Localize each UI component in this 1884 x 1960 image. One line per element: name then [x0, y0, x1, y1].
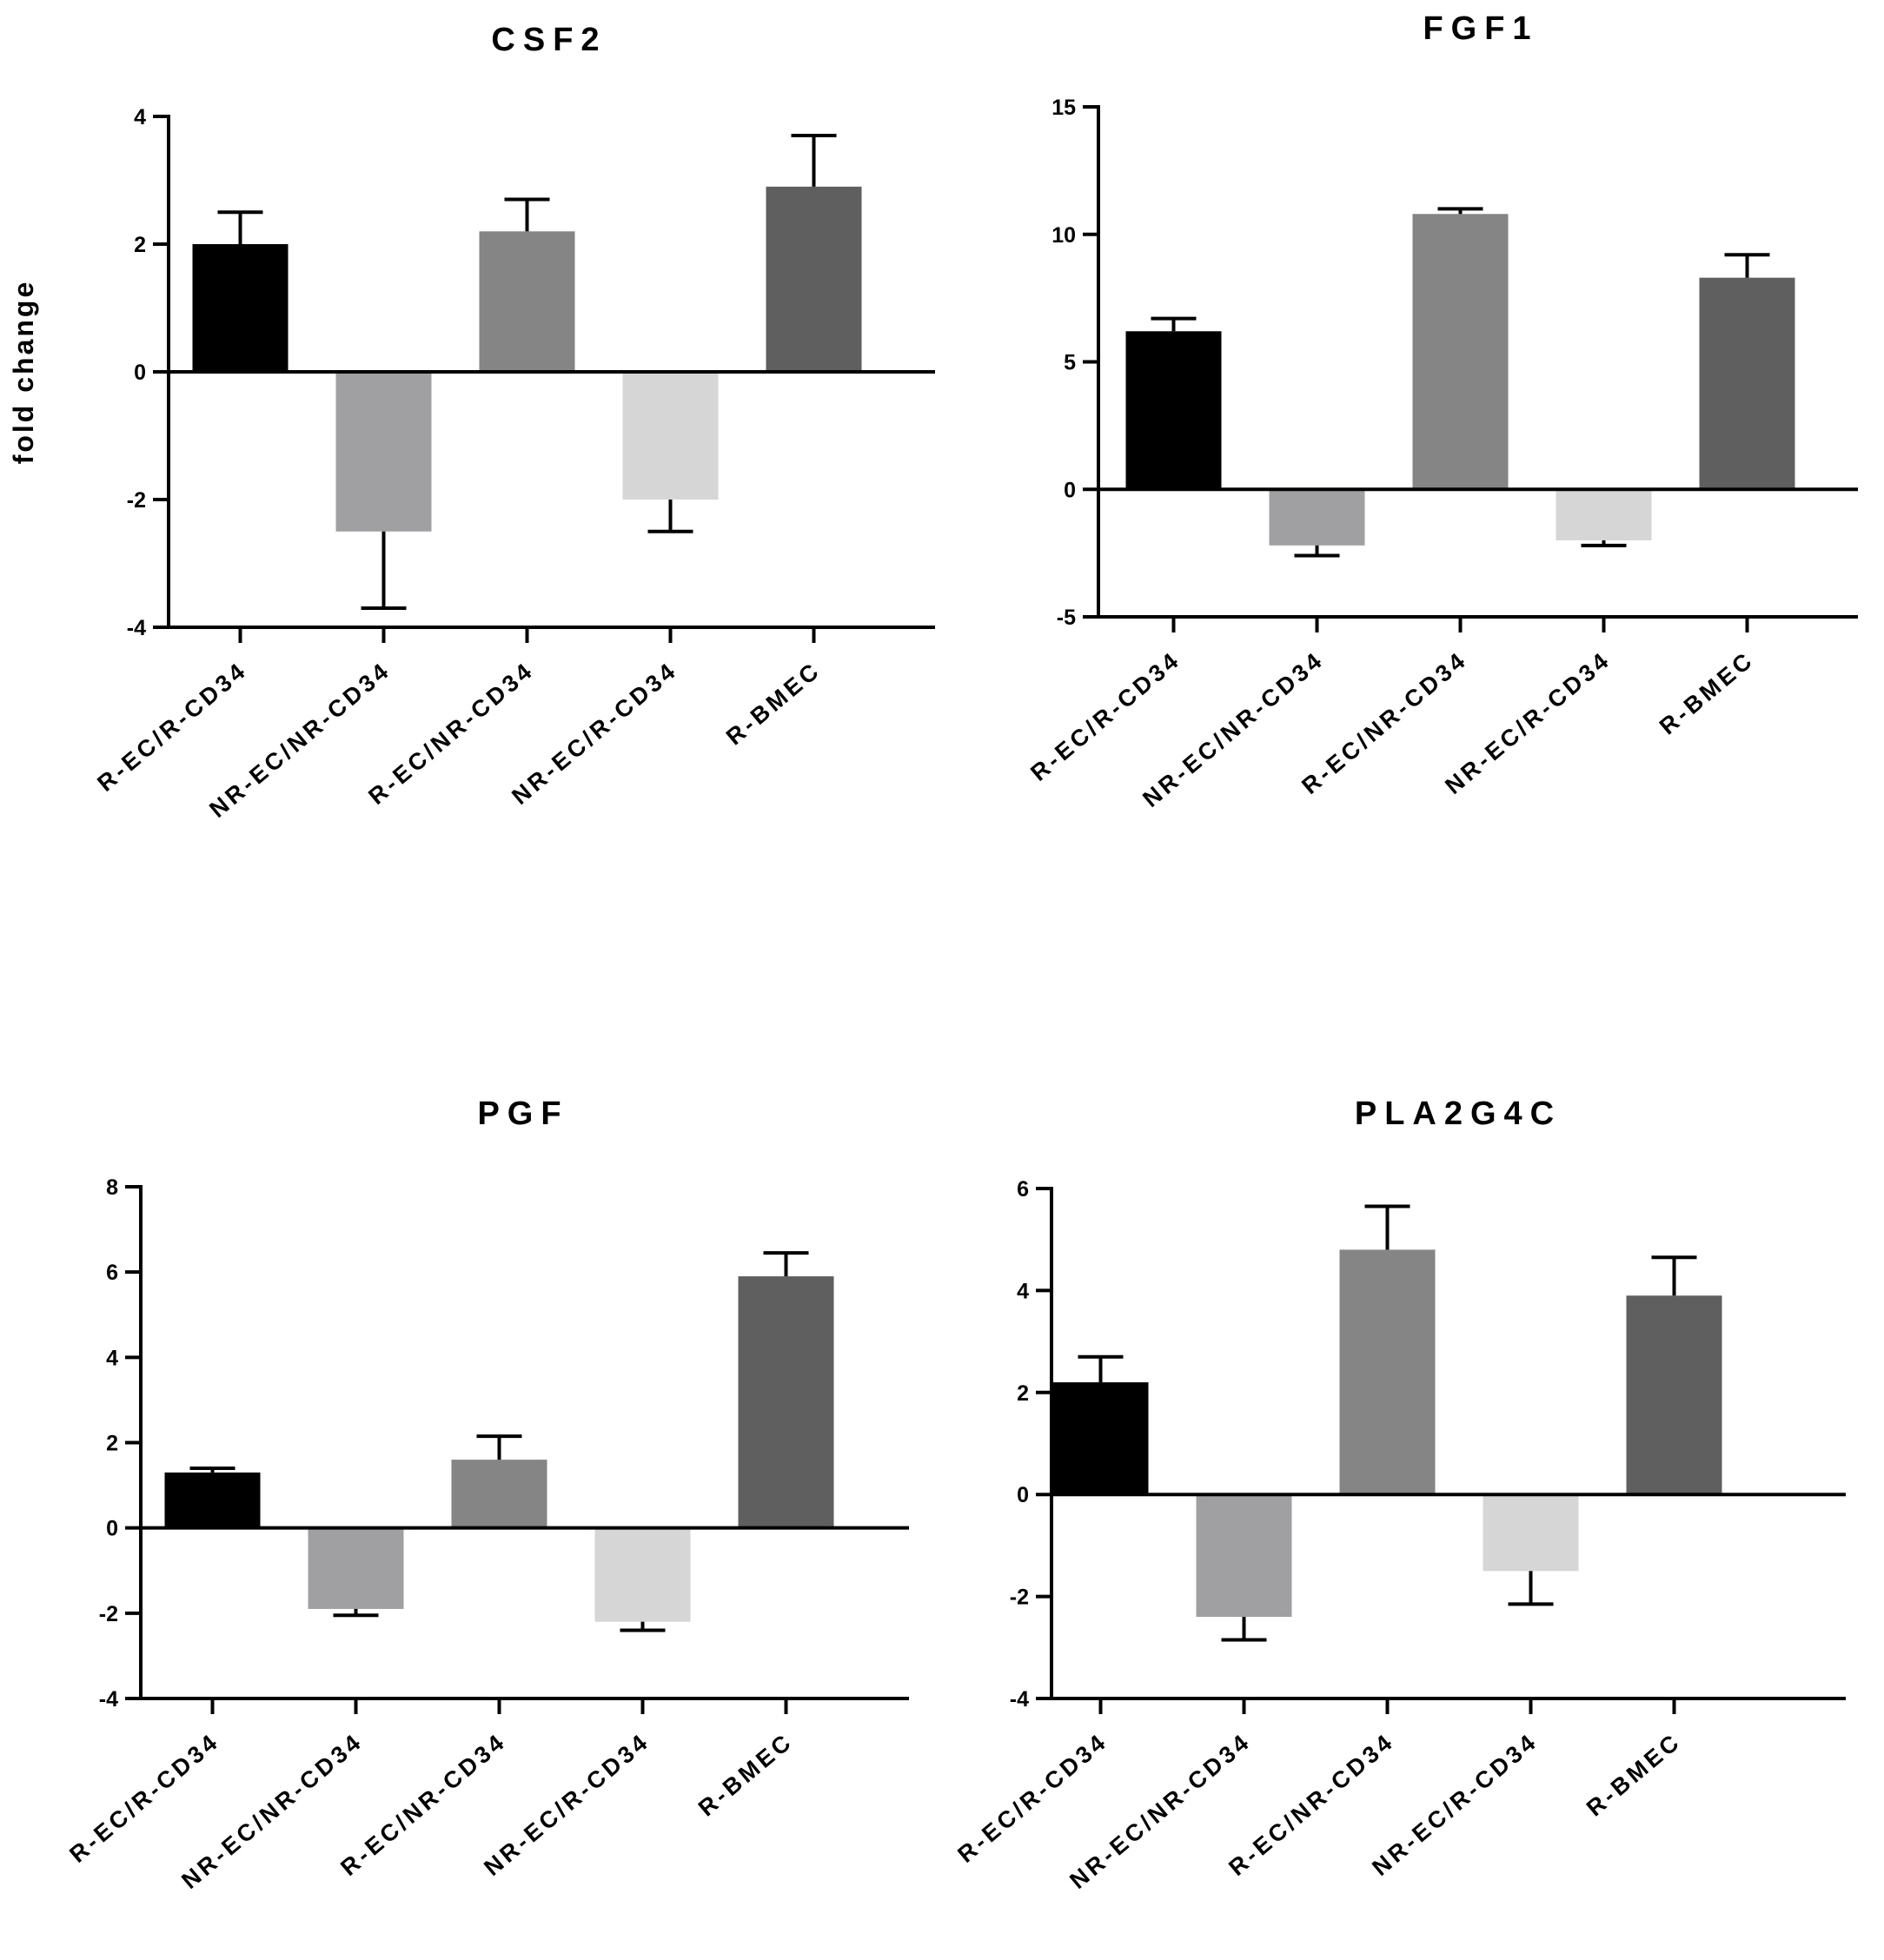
y-tick-label: 0 [1064, 478, 1076, 502]
category-label: R-BMEC [1582, 1728, 1686, 1822]
bar-5 [1626, 1295, 1722, 1495]
bar-1 [192, 244, 289, 372]
y-axis-label: fold change [8, 280, 39, 465]
y-tick-label: 6 [1017, 1177, 1029, 1202]
category-label: R-EC/R-CD34 [64, 1728, 224, 1868]
y-tick-label: -2 [1010, 1586, 1029, 1610]
y-tick-label: 2 [134, 233, 146, 257]
bar-2 [335, 372, 432, 532]
y-tick-label: -2 [127, 488, 146, 513]
category-label: R-EC/R-CD34 [1025, 646, 1185, 786]
bar-4 [1556, 489, 1652, 540]
bar-3 [479, 231, 575, 372]
y-tick-label: -2 [99, 1602, 118, 1626]
y-tick-label: 8 [106, 1175, 118, 1200]
category-label: R-BMEC [693, 1728, 798, 1822]
y-tick-label: -5 [1057, 606, 1076, 630]
chart-title: PGF [477, 1096, 568, 1132]
y-tick-label: 0 [106, 1517, 118, 1541]
bar-3 [451, 1460, 547, 1528]
y-tick-label: 2 [106, 1432, 118, 1456]
y-tick-label: -4 [127, 616, 146, 640]
bar-4 [1483, 1494, 1579, 1572]
y-tick-label: 0 [1017, 1483, 1029, 1507]
bar-1 [164, 1472, 261, 1528]
chart-panel-pla2g4c: PLA2G4C-4-20246R-EC/R-CD34NR-EC/NR-CD34R… [952, 1096, 1846, 1894]
y-tick-label: -4 [1010, 1687, 1029, 1712]
chart-title: FGF1 [1423, 10, 1538, 47]
category-label: R-BMEC [721, 657, 826, 751]
chart-panel-pgf: PGF-4-202468R-EC/R-CD34NR-EC/NR-CD34R-EC… [64, 1096, 909, 1894]
y-tick-label: 6 [106, 1261, 118, 1285]
category-label: R-BMEC [1655, 646, 1759, 740]
y-tick-label: 15 [1051, 96, 1076, 120]
bar-2 [1196, 1494, 1292, 1618]
chart-title: CSF2 [491, 22, 607, 58]
y-tick-label: 10 [1051, 223, 1076, 248]
category-label: R-EC/R-CD34 [92, 657, 252, 797]
bar-5 [766, 186, 862, 372]
bar-1 [1052, 1382, 1149, 1495]
y-tick-label: 4 [134, 105, 146, 129]
bar-4 [594, 1527, 691, 1622]
bar-4 [622, 372, 719, 500]
bar-5 [738, 1276, 834, 1528]
y-tick-label: 2 [1017, 1381, 1029, 1406]
bar-3 [1339, 1249, 1436, 1495]
y-tick-label: 0 [134, 361, 146, 385]
y-tick-label: 5 [1064, 351, 1076, 375]
bar-3 [1412, 214, 1509, 490]
bar-1 [1125, 331, 1222, 490]
y-tick-label: -4 [99, 1687, 118, 1712]
chart-title: PLA2G4C [1355, 1096, 1562, 1132]
y-tick-label: 4 [106, 1346, 118, 1370]
y-tick-label: 4 [1017, 1279, 1029, 1303]
bar-5 [1699, 277, 1795, 490]
chart-panel-fgf1: FGF1-5051015R-EC/R-CD34NR-EC/NR-CD34R-EC… [1025, 10, 1858, 812]
bar-2 [308, 1527, 404, 1609]
bar-2 [1269, 489, 1365, 546]
category-label: R-EC/R-CD34 [952, 1728, 1112, 1868]
